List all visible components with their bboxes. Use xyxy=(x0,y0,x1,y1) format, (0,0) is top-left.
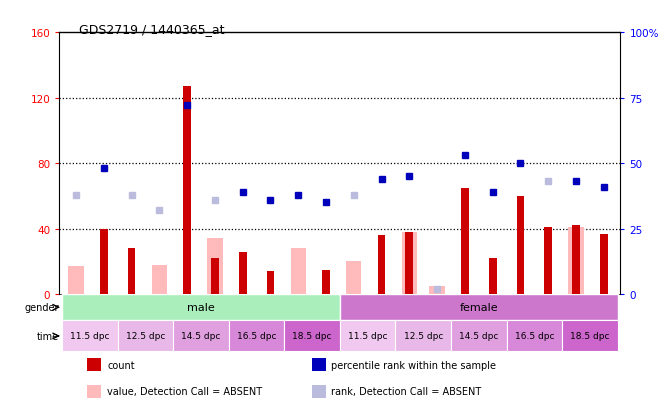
Bar xyxy=(405,233,413,294)
Text: 11.5 dpc: 11.5 dpc xyxy=(348,332,387,341)
Text: 12.5 dpc: 12.5 dpc xyxy=(126,332,165,341)
Bar xyxy=(229,320,284,351)
Bar xyxy=(572,226,580,294)
Bar xyxy=(600,234,608,294)
Text: 14.5 dpc: 14.5 dpc xyxy=(182,332,220,341)
Bar xyxy=(517,197,524,294)
Text: gender: gender xyxy=(24,303,59,313)
Text: rank, Detection Call = ABSENT: rank, Detection Call = ABSENT xyxy=(331,387,482,396)
Bar xyxy=(128,249,135,294)
Bar xyxy=(312,358,326,371)
Bar xyxy=(568,228,583,294)
Text: count: count xyxy=(107,360,135,370)
Bar xyxy=(451,320,506,351)
Bar xyxy=(239,252,247,294)
Bar xyxy=(87,358,102,371)
Bar xyxy=(117,320,174,351)
Text: female: female xyxy=(459,303,498,313)
Text: percentile rank within the sample: percentile rank within the sample xyxy=(331,360,496,370)
Bar xyxy=(62,320,117,351)
Text: value, Detection Call = ABSENT: value, Detection Call = ABSENT xyxy=(107,387,262,396)
Bar xyxy=(562,320,618,351)
Text: 11.5 dpc: 11.5 dpc xyxy=(70,332,110,341)
Text: 14.5 dpc: 14.5 dpc xyxy=(459,332,498,341)
Text: 12.5 dpc: 12.5 dpc xyxy=(403,332,443,341)
Bar xyxy=(489,259,496,294)
Bar xyxy=(312,385,326,398)
Text: 18.5 dpc: 18.5 dpc xyxy=(292,332,332,341)
Bar xyxy=(174,320,229,351)
Bar xyxy=(207,239,222,294)
Bar xyxy=(100,229,108,294)
Bar xyxy=(395,320,451,351)
Bar xyxy=(461,188,469,294)
Bar xyxy=(69,267,84,294)
Bar xyxy=(211,259,219,294)
Text: 18.5 dpc: 18.5 dpc xyxy=(570,332,610,341)
Bar xyxy=(62,294,340,320)
Text: male: male xyxy=(187,303,215,313)
Bar xyxy=(544,228,552,294)
Bar xyxy=(340,294,618,320)
Bar xyxy=(183,87,191,294)
Bar xyxy=(152,265,167,294)
Bar xyxy=(430,286,445,294)
Bar xyxy=(322,270,330,294)
Text: GDS2719 / 1440365_at: GDS2719 / 1440365_at xyxy=(79,23,224,36)
Bar xyxy=(402,233,417,294)
Text: 16.5 dpc: 16.5 dpc xyxy=(515,332,554,341)
Bar xyxy=(506,320,562,351)
Bar xyxy=(290,249,306,294)
Bar xyxy=(87,385,102,398)
Text: 16.5 dpc: 16.5 dpc xyxy=(237,332,277,341)
Bar xyxy=(340,320,395,351)
Text: time: time xyxy=(37,331,59,341)
Bar xyxy=(378,236,385,294)
Bar xyxy=(284,320,340,351)
Bar xyxy=(267,272,275,294)
Bar xyxy=(346,262,362,294)
